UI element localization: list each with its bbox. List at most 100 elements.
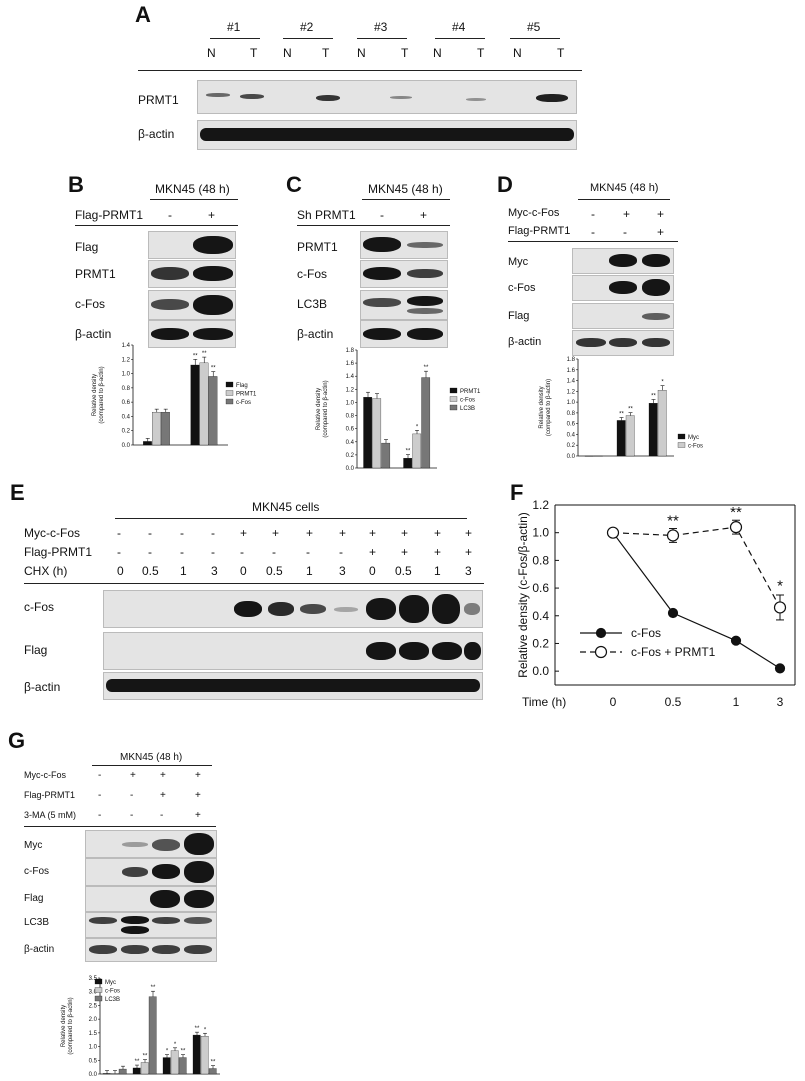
y-tick-label: 1.0 — [89, 1045, 98, 1051]
y-tick-label: 0.0 — [567, 454, 576, 460]
y-tick-label: 1.8 — [567, 357, 576, 363]
panel-b-row-label: c-Fos — [75, 297, 105, 311]
bar-c-fos — [161, 411, 170, 446]
bar-lc3b — [421, 377, 431, 469]
sample-label: #3 — [374, 20, 388, 34]
cond-mark: - — [591, 207, 595, 221]
bar-flag — [143, 441, 152, 446]
legend-marker — [594, 645, 608, 659]
panel-g-row-label: β-actin — [24, 944, 55, 955]
y-tick-label: 3.0 — [89, 990, 98, 996]
data-point — [666, 529, 680, 542]
blot-myc-g — [85, 830, 217, 858]
data-point — [729, 521, 743, 534]
y-tick-label: 1.8 — [346, 348, 355, 354]
legend-swatch — [677, 433, 686, 440]
y-tick-label: 2.5 — [89, 1003, 98, 1009]
sample-rule — [357, 38, 407, 39]
panel-c-cond-label: Sh PRMT1 — [297, 208, 356, 222]
rule — [578, 199, 670, 200]
cond-mark: - — [168, 208, 172, 222]
legend-swatch — [94, 987, 103, 993]
panel-c-letter: C — [286, 172, 302, 197]
panel-g-cond-label: 3-MA (5 mM) — [24, 810, 77, 820]
y-tick-label: 0.4 — [532, 609, 549, 623]
cond-mark: - — [160, 810, 164, 821]
legend-label: LC3B — [460, 406, 475, 412]
bar-prmt1 — [199, 362, 209, 446]
y-axis-label-line: (compared to β-actin) — [68, 997, 74, 1054]
legend-swatch — [449, 404, 458, 411]
blot-prmt1-c — [360, 231, 448, 259]
significance-mark: * — [174, 1042, 177, 1048]
bar-flag — [190, 364, 200, 446]
cond-mark: + — [657, 207, 665, 221]
significance-mark: * — [777, 577, 783, 594]
cond-mark: + — [369, 545, 377, 559]
panel-b-row-label: β-actin — [75, 327, 112, 341]
panel-b-row-label: PRMT1 — [75, 267, 116, 281]
y-axis-label-line: Relative density — [539, 386, 545, 428]
cond-mark: + — [160, 770, 166, 781]
bar-lc3b — [381, 442, 391, 469]
chart-b: 0.0 0.2 0.4 0.6 0.8 1.0 1.2 1.4 Relative density… — [92, 343, 257, 449]
series-line — [612, 532, 781, 669]
y-tick-label: 0.2 — [346, 453, 355, 459]
y-axis-label-line: (compared to β-actin) — [546, 379, 552, 436]
rule — [115, 518, 467, 519]
y-tick-label: 1.6 — [567, 368, 576, 374]
significance-mark: ** — [195, 1026, 200, 1032]
panel-g-row-label: LC3B — [24, 917, 50, 928]
significance-mark: ** — [193, 353, 198, 359]
cond-mark: - — [98, 770, 102, 781]
y-tick-label: 3.5 — [89, 976, 98, 982]
bar-c-fos — [200, 1035, 209, 1075]
data-point — [774, 663, 786, 674]
bar-c-fos — [170, 1050, 179, 1075]
lane-label: T — [250, 46, 258, 60]
panel-d-letter: D — [497, 172, 513, 197]
significance-mark: ** — [151, 985, 156, 991]
panel-e-cond-label: Myc-c-Fos — [24, 526, 80, 540]
cond-mark: 0.5 — [266, 564, 283, 578]
y-axis-label-line: Relative density — [92, 374, 98, 416]
x-tick-label: 0.5 — [665, 695, 682, 709]
y-tick-label: 1.2 — [122, 357, 131, 363]
panel-e-letter: E — [10, 480, 25, 505]
bar-lc3b — [208, 1068, 217, 1075]
panel-e-row-label: c-Fos — [24, 600, 54, 614]
cond-mark: + — [465, 545, 473, 559]
bar-lc3b — [148, 996, 157, 1075]
cond-mark: - — [339, 545, 343, 559]
cond-mark: - — [130, 790, 134, 801]
cond-mark: 0.5 — [395, 564, 412, 578]
x-axis-label: Time (h) — [522, 695, 566, 709]
significance-mark: ** — [667, 512, 679, 529]
y-tick-label: 1.4 — [346, 374, 355, 380]
panel-a-row-label: PRMT1 — [138, 93, 179, 107]
lane-label: N — [207, 46, 216, 60]
bar-c-fos — [140, 1062, 149, 1075]
rule — [150, 199, 238, 200]
rule — [92, 765, 212, 766]
cond-mark: + — [339, 526, 347, 540]
lane-label: T — [401, 46, 409, 60]
significance-mark: ** — [143, 1054, 148, 1060]
panel-d-cond-label: Myc-c-Fos — [508, 207, 560, 219]
panel-g-cond-label: Myc-c-Fos — [24, 770, 66, 780]
y-tick-label: 2.0 — [89, 1017, 98, 1023]
panel-a-row-label: β-actin — [138, 127, 175, 141]
significance-mark: ** — [202, 351, 207, 357]
y-tick-label: 1.0 — [122, 372, 131, 378]
legend-label: c-Fos — [688, 444, 703, 450]
bar-c-fos — [372, 398, 382, 469]
legend-label: Myc — [688, 435, 699, 441]
cond-mark: 0.5 — [142, 564, 159, 578]
cond-mark: - — [130, 810, 134, 821]
cond-mark: 0 — [240, 564, 247, 578]
y-tick-label: 1.0 — [532, 526, 549, 540]
significance-mark: ** — [730, 504, 742, 521]
panel-g-row-label: c-Fos — [24, 866, 49, 877]
bar-prmt1 — [152, 411, 161, 446]
legend-swatch — [94, 978, 103, 985]
